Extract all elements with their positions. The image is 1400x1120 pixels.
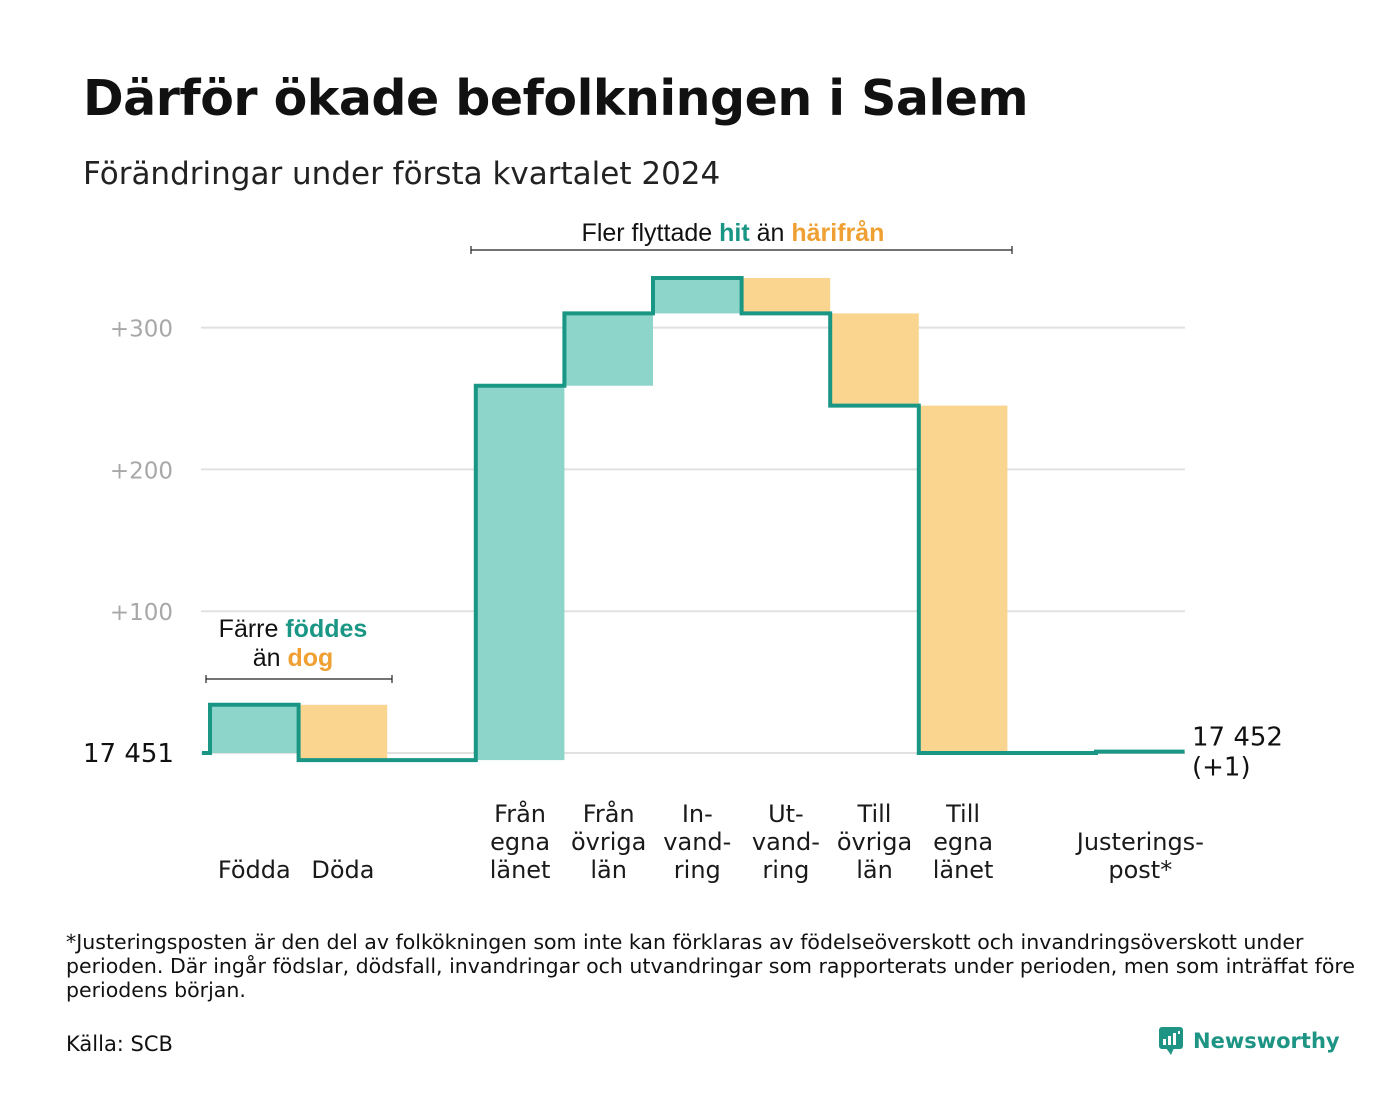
outflow-bar xyxy=(298,704,388,761)
source-label: Källa: SCB xyxy=(66,1032,173,1056)
category-label: Ut-vand-ring xyxy=(752,800,820,884)
category-label: Döda xyxy=(311,856,374,884)
end-value-label: 17 452 xyxy=(1192,723,1283,753)
inflow-bar xyxy=(210,704,299,753)
footnote: *Justeringsposten är den del av folkökni… xyxy=(66,930,1355,1002)
category-label: Från egna länet xyxy=(490,799,551,884)
inflow-bar xyxy=(475,385,565,761)
labels-layer: Födda Döda Från egna länet Från övriga länIn-va… xyxy=(83,723,1283,884)
outflow-bar xyxy=(918,405,1008,753)
annotation-text: Färre föddes xyxy=(219,615,368,643)
annotation-text: Fler flyttade hit än härifrån xyxy=(582,219,885,247)
bars-layer xyxy=(210,277,1008,761)
y-tick-label: +100 xyxy=(110,600,173,626)
category-label: Till övriga län xyxy=(837,800,912,884)
category-label: Födda xyxy=(218,856,291,884)
end-change-label: (+1) xyxy=(1192,753,1251,783)
chart-title: Därför ökade befolkningen i Salem xyxy=(83,70,1029,127)
inflow-bar xyxy=(564,313,653,386)
waterfall-chart: +100 +200 +300 Födda Döda Från egna länet Från ö… xyxy=(83,219,1283,884)
line-layer xyxy=(202,275,1185,763)
cumulative-step-line xyxy=(202,275,1185,763)
category-label: Till egna länet xyxy=(933,800,994,884)
inflow-bar xyxy=(653,277,742,314)
outflow-bar xyxy=(830,313,919,406)
category-label: In-vand-ring xyxy=(663,800,731,884)
brand[interactable]: Newsworthy xyxy=(1158,1026,1340,1056)
category-label: Från övriga län xyxy=(571,799,646,884)
outflow-bar xyxy=(741,277,831,314)
annotation-text: än dog xyxy=(253,644,334,672)
newsworthy-logo-icon xyxy=(1159,1027,1183,1055)
start-value-label: 17 451 xyxy=(83,739,174,769)
brand-name: Newsworthy xyxy=(1193,1029,1340,1053)
y-tick-label: +200 xyxy=(110,458,173,484)
y-tick-label: +300 xyxy=(110,317,173,343)
chart-subtitle: Förändringar under första kvartalet 2024 xyxy=(83,156,721,192)
category-label: Justerings-post* xyxy=(1075,828,1204,884)
